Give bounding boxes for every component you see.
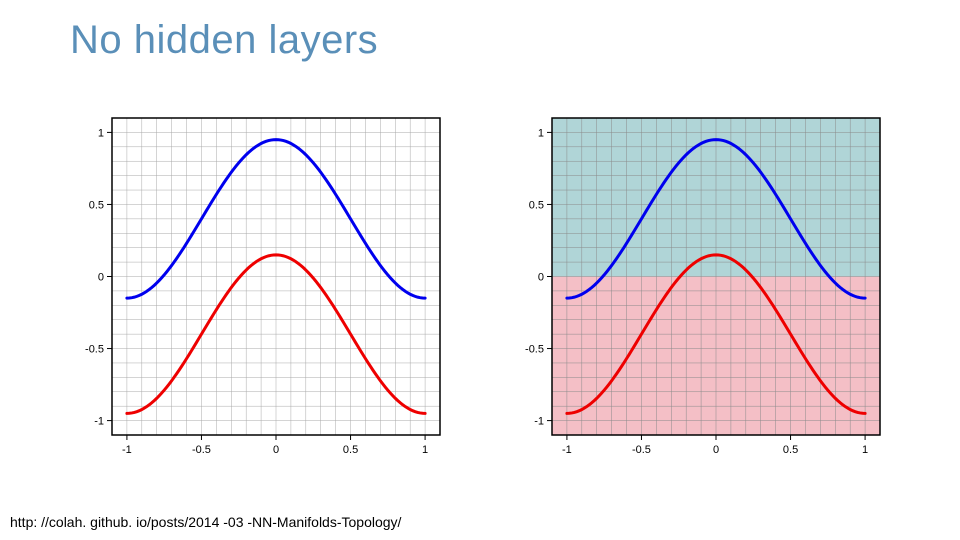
y-tick-label: 0 <box>98 272 104 284</box>
x-tick-label: -1 <box>562 444 572 456</box>
x-tick-label: -0.5 <box>632 444 651 456</box>
x-tick-label: 1 <box>862 444 868 456</box>
y-tick-label: -1 <box>534 416 544 428</box>
charts-row: -1 -0.5 0 0.5 1 -1 -0.5 0 0.5 1 -1 -0.5 0 0.5 1 -1 -0.5… <box>70 108 890 463</box>
y-tick-label: -0.5 <box>525 344 544 356</box>
source-url: http: //colah. github. io/posts/2014 -03… <box>10 514 401 530</box>
y-tick-label: 0.5 <box>529 199 544 211</box>
y-tick-label: 1 <box>538 127 544 139</box>
x-tick-label: 0.5 <box>783 444 798 456</box>
y-tick-label: -0.5 <box>85 344 104 356</box>
y-tick-label: 0 <box>538 272 544 284</box>
chart-left: -1 -0.5 0 0.5 1 -1 -0.5 0 0.5 1 <box>70 108 450 463</box>
x-tick-label: 0 <box>273 444 279 456</box>
y-tick-label: -1 <box>94 416 104 428</box>
x-tick-label: 1 <box>422 444 428 456</box>
x-tick-label: -1 <box>122 444 132 456</box>
x-tick-label: 0.5 <box>343 444 358 456</box>
y-tick-label: 0.5 <box>89 199 104 211</box>
y-tick-label: 1 <box>98 127 104 139</box>
x-tick-label: 0 <box>713 444 719 456</box>
chart-right: -1 -0.5 0 0.5 1 -1 -0.5 0 0.5 1 <box>510 108 890 463</box>
slide-title: No hidden layers <box>70 18 378 63</box>
x-tick-label: -0.5 <box>192 444 211 456</box>
